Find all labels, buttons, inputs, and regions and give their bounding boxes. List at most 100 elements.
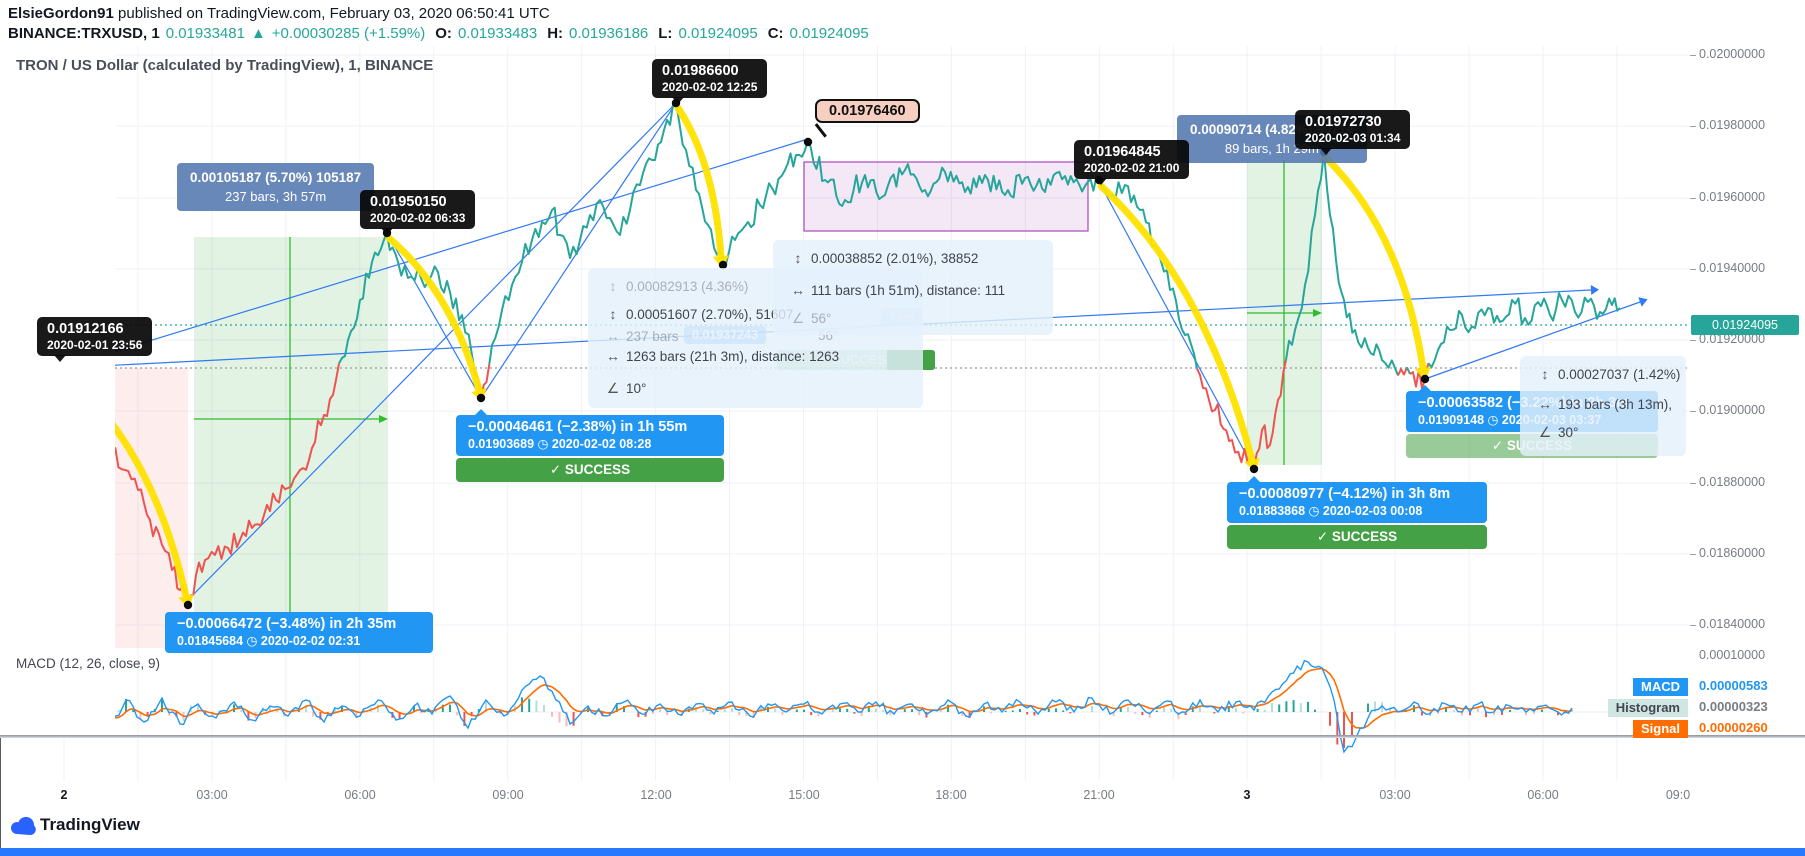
macd-histogram-bar (810, 712, 813, 716)
pivot-dot[interactable] (476, 393, 486, 403)
yellow-arrow[interactable] (385, 234, 483, 394)
price-series[interactable] (1196, 359, 1287, 470)
callout-price: 0.01972730 (1305, 114, 1382, 130)
pivot-dot[interactable] (803, 137, 813, 147)
macd-histogram-bar (139, 712, 142, 720)
brand-wordmark[interactable]: TradingView (40, 815, 140, 834)
price-axis-label[interactable]: 0.01840000 (1699, 617, 1766, 631)
time-axis-label[interactable]: 09:0 (1665, 788, 1691, 802)
trend-line[interactable] (386, 232, 482, 399)
time-axis-label[interactable]: 12:00 (640, 788, 672, 802)
pivot-dot[interactable] (183, 600, 193, 610)
macd-histogram-bar (1453, 710, 1455, 712)
price-series[interactable] (338, 232, 476, 373)
macd-histogram-bar (839, 708, 841, 712)
macd-histogram-bar (601, 712, 604, 717)
result-label[interactable]: −0.00046461 (−2.38%) in 1h 55m 0.01903689… (456, 409, 724, 456)
price-flag-callout[interactable]: 0.01976460 (815, 99, 920, 137)
time-axis-label[interactable]: 03:00 (1379, 788, 1411, 802)
price-callout[interactable]: 0.01986600 2020-02-02 12:25 (652, 59, 768, 104)
time-axis-label[interactable]: 06:00 (1527, 788, 1559, 802)
price-series[interactable] (1285, 151, 1399, 376)
macd-histogram-bar (860, 712, 863, 716)
success-badge[interactable]: ✓ SUCCESS (1227, 525, 1487, 549)
macd-line[interactable] (34, 659, 1573, 754)
yellow-arrow[interactable] (1322, 154, 1427, 372)
time-axis-label[interactable]: 15:00 (788, 788, 820, 802)
macd-legend-badge[interactable]: MACD (1633, 678, 1688, 696)
price-callout[interactable]: 0.01950150 2020-02-02 06:33 (360, 190, 476, 235)
time-axis-label[interactable]: 21:00 (1083, 788, 1115, 802)
yellow-arrow[interactable] (1097, 182, 1256, 464)
macd-histogram-bar (1091, 705, 1093, 712)
trend-line[interactable] (60, 138, 809, 369)
macd-histogram-bar (297, 710, 300, 712)
macd-legend-badge[interactable]: Histogram (1607, 699, 1688, 717)
price-series[interactable] (488, 102, 1198, 369)
yellow-arrow[interactable] (674, 104, 725, 260)
price-axis-label[interactable]: 0.01900000 (1699, 403, 1766, 417)
macd-histogram-bar (1170, 708, 1173, 712)
header: ElsieGordon91 published on TradingView.c… (0, 0, 1805, 46)
price-axis-line (0, 738, 1, 856)
callout-pointer (54, 355, 66, 362)
tradingview-logo-icon[interactable] (10, 814, 36, 838)
price-axis-tick (1690, 625, 1696, 626)
time-axis-label[interactable]: 06:00 (344, 788, 376, 802)
macd-histogram-bar (882, 710, 885, 712)
pivot-dot[interactable] (1420, 374, 1430, 384)
macd-histogram-bar (441, 704, 444, 712)
macd-histogram-bar (1004, 710, 1007, 712)
callout-price: 0.01964845 (1084, 144, 1161, 160)
macd-histogram-bar (1533, 712, 1535, 714)
measure-change: 0.00105187 (5.70%) 105187 (190, 170, 362, 185)
trend-line[interactable] (1424, 301, 1641, 380)
price-series[interactable] (1397, 366, 1408, 376)
time-axis-label[interactable]: 3 (1243, 788, 1251, 802)
success-badge[interactable]: ✓ SUCCESS (456, 458, 724, 482)
trend-line[interactable] (1098, 181, 1255, 470)
time-axis-label[interactable]: 03:00 (196, 788, 228, 802)
time-axis-label[interactable]: 2 (60, 788, 68, 802)
price-axis-label[interactable]: 0.01880000 (1699, 475, 1766, 489)
pivot-dot[interactable] (1249, 464, 1259, 474)
trend-line[interactable] (187, 102, 677, 601)
price-callout[interactable]: 0.01912166 2020-02-01 23:56 (37, 317, 153, 362)
macd-legend-badge[interactable]: Signal (1632, 720, 1688, 738)
callout-pointer (1320, 148, 1332, 155)
price-axis-label[interactable]: 0.01860000 (1699, 546, 1766, 560)
price-axis-label[interactable]: 0.01980000 (1699, 118, 1766, 132)
measure-label[interactable]: 0.00105187 (5.70%) 105187 237 bars, 3h 57… (177, 163, 375, 211)
price-axis-label[interactable]: 0.01940000 (1699, 261, 1766, 275)
macd-histogram-bar (651, 712, 654, 714)
macd-histogram-bar (1271, 703, 1273, 712)
result-label[interactable]: −0.00080977 (−4.12%) in 3h 8m 0.01883868 … (1227, 476, 1487, 523)
ohlc-key-3: C: (767, 25, 784, 42)
height-measure-icon: ↕ (794, 250, 802, 266)
macd-histogram-bar (305, 704, 307, 712)
price-axis-tick (1690, 340, 1696, 341)
price-callout[interactable]: 0.01964845 2020-02-02 21:00 (1074, 140, 1190, 185)
arrowhead-icon (1590, 285, 1599, 295)
time-axis-label[interactable]: 18:00 (935, 788, 967, 802)
macd-histogram-bar (377, 704, 379, 712)
price-callout[interactable]: 0.01972730 2020-02-03 01:34 (1295, 110, 1411, 155)
macd-histogram-bar (1541, 709, 1543, 712)
result-label[interactable]: −0.00066472 (−3.48%) in 2h 35m 0.01845684… (165, 612, 433, 653)
macd-histogram-bar (319, 712, 322, 720)
price-axis-strip[interactable] (0, 0, 115, 735)
price-series[interactable] (1406, 366, 1411, 375)
macd-histogram-bar (1525, 712, 1527, 716)
price-series[interactable] (1427, 292, 1621, 369)
price-axis-label[interactable]: 0.01920000 (1699, 332, 1766, 346)
ohlc-key-2: L: (658, 25, 673, 42)
pivot-dot[interactable] (718, 260, 728, 270)
callout-time: 2020-02-02 12:25 (662, 80, 758, 94)
price-axis-label[interactable]: 0.01960000 (1699, 190, 1766, 204)
macd-histogram-bar (565, 712, 568, 727)
price-axis-label[interactable]: 0.02000000 (1699, 47, 1766, 61)
macd-histogram-bar (247, 712, 250, 721)
time-axis-label[interactable]: 09:00 (492, 788, 524, 802)
macd-histogram-bar (637, 712, 640, 718)
macd-indicator-title[interactable]: MACD (12, 26, close, 9) (16, 656, 161, 671)
